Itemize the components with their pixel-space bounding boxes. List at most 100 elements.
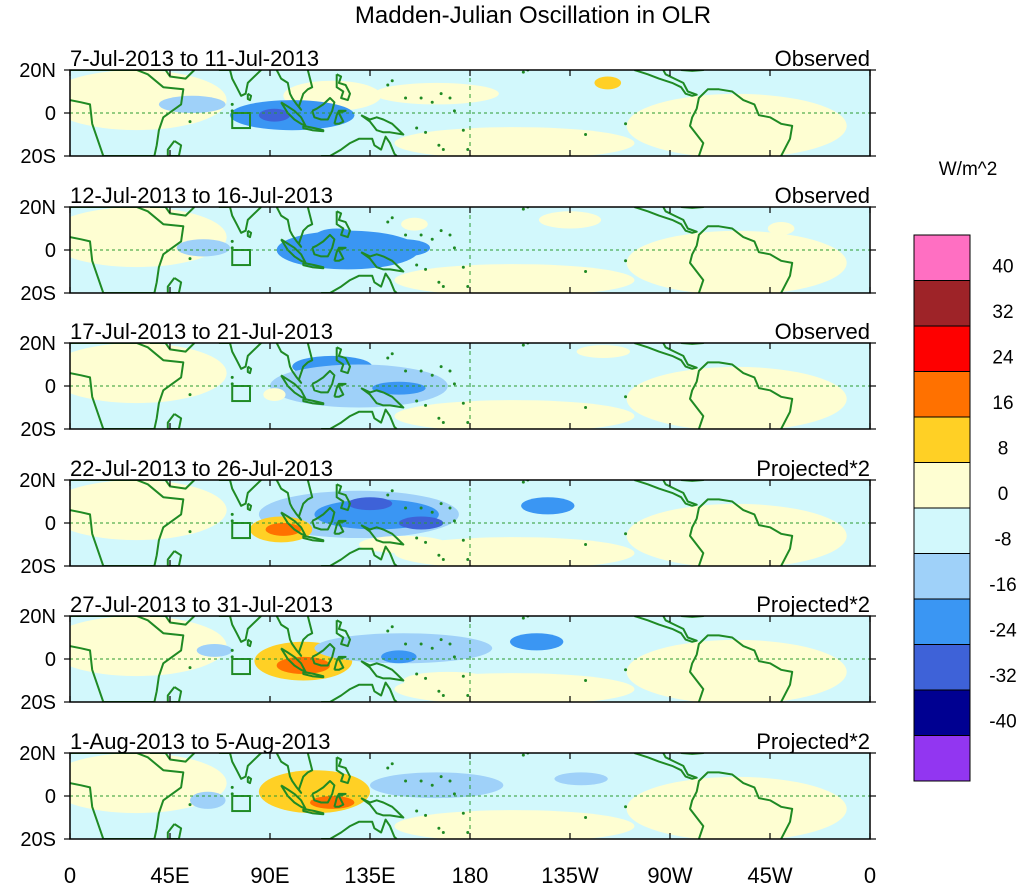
lat-label: 20N [19,333,56,355]
indochina-coast [275,753,314,794]
colorbar-swatch [913,553,971,600]
island-dot [437,416,441,420]
island-dot [390,762,394,766]
island-dot [390,489,394,493]
colorbar-swatch [913,598,971,645]
india-coast [218,343,262,370]
olr-anomaly [676,650,722,672]
island-dot [419,642,423,646]
colorbar-swatch [913,234,971,281]
olr-anomaly [538,211,602,229]
olr-anomaly [263,388,286,402]
island-dot [404,233,408,237]
island-dot [466,694,470,698]
lat-label: 20S [20,829,56,851]
philippines-coast [335,346,351,375]
island-dot [415,399,419,403]
borneo-coast [311,97,336,121]
island-dot [230,102,234,106]
index-region-box [231,795,252,813]
island-dot [624,805,628,809]
island-dot [430,510,434,514]
island-dot [424,676,428,680]
island-dot [230,382,234,386]
island-dot [441,694,445,698]
lat-label: 20N [19,470,56,492]
lat-label: 0 [45,103,56,125]
australia-coast [321,818,398,839]
olr-anomaly [190,791,226,809]
island-dot [419,779,423,783]
island-dot [430,237,434,241]
india-coast [218,616,262,643]
olr-anomaly [370,772,504,799]
island-dot [521,70,525,74]
island-dot [584,133,588,136]
central-america-coast [634,70,698,97]
neutral-patch [394,400,635,429]
south-america-coast [689,498,794,566]
indochina-coast [275,343,314,384]
island-dot [448,779,452,783]
olr-anomaly [521,497,575,515]
island-dot [461,811,465,815]
island-dot [419,96,423,100]
island-dot [404,642,408,646]
index-region-box [231,249,252,267]
colorbar-tick-label: 0 [998,484,1009,505]
lat-label: 0 [45,240,56,262]
island-dot [386,356,390,360]
island-dot [430,373,434,377]
olr-anomaly [314,633,493,664]
island-dot [439,92,443,96]
south-america-coast [689,361,794,429]
island-dot [415,672,419,676]
panel-period: 27-Jul-2013 to 31-Jul-2013 [70,592,333,617]
lon-label: 135W [541,863,599,887]
neutral-patch [626,639,847,702]
panel-kind: Observed [775,319,870,344]
index-region-box [231,658,252,676]
madagascar-coast [166,686,183,702]
island-dot [448,506,452,510]
new-guinea-coast [360,660,405,682]
arabia-coast [150,70,196,80]
island-dot [624,668,628,672]
island-dot [521,343,525,347]
island-dot [188,120,192,124]
colorbar-tick-label: -40 [989,712,1016,733]
island-dot [188,257,192,261]
olr-anomaly [196,643,233,657]
philippines-coast [335,483,351,512]
island-dot [441,558,445,562]
island-dot [390,216,394,220]
island-dot [230,785,234,789]
colorbar-unit: W/m^2 [939,159,998,180]
new-guinea-coast [360,114,405,136]
island-dot [466,148,470,152]
olr-anomaly [767,222,795,235]
colorbar-swatch [913,644,971,691]
island-dot [419,233,423,237]
australia-coast [321,681,398,702]
sri-lanka-coast [246,775,253,785]
panel-kind: Projected*2 [756,729,870,754]
neutral-patch [626,93,847,156]
borneo-coast [311,233,336,258]
panel-period: 22-Jul-2013 to 26-Jul-2013 [70,456,333,481]
lat-label: 20S [20,283,56,305]
philippines-coast [335,210,351,239]
sulawesi-coast [333,655,347,671]
australia-coast [321,272,398,293]
panel-kind: Projected*2 [756,592,870,617]
panel-period: 1-Aug-2013 to 5-Aug-2013 [70,729,331,754]
new-guinea-coast [360,524,405,546]
island-dot [188,803,192,807]
olr-anomaly [125,510,193,536]
indochina-coast [275,207,314,248]
sri-lanka-coast [246,365,253,375]
lon-label: 0 [864,863,876,887]
olr-anomaly [687,783,733,805]
island-dot [419,506,423,510]
